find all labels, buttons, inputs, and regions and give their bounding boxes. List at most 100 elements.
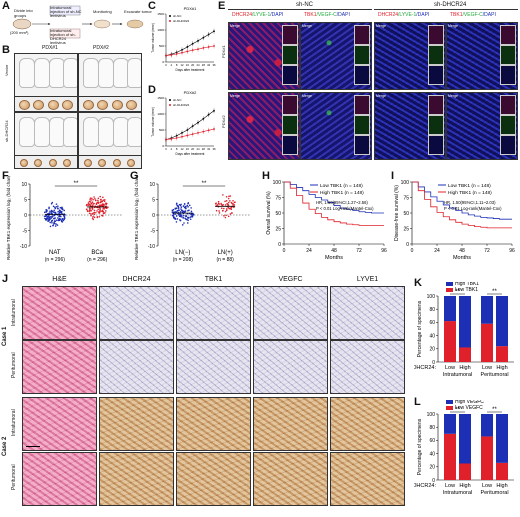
x-tick-label: 16 [186,63,190,67]
scatter-point [220,203,223,206]
y-tick-label: -10 [20,244,27,250]
x-tick-label: High [496,483,507,489]
data-point [170,138,173,140]
y-tick-label: 1000 [157,28,164,32]
x-tick-label: 28 [202,147,206,151]
panel-e-tile-r1-c2: Merge [374,92,446,160]
scatter-point [55,203,58,205]
scatter-point [223,207,225,210]
panel-label-d: D [148,84,156,96]
panel-e-col-title-part: /DAPI [416,12,430,18]
panel-b-col-2: PDX#2 [93,45,109,51]
scatter-point [54,211,57,214]
legend-label: sh-NC [173,14,182,18]
panel-e-merge-label: Merge [376,94,386,98]
x-tick-label: 20 [191,147,195,151]
data-point [186,129,189,131]
panel-b-tumors-vector-pdx2 [78,96,142,112]
scatter-point [225,200,228,202]
x-tick-label: 36 [212,147,216,151]
y-tick-label: 0 [406,242,409,248]
panel-e-merge-label: Merge [376,24,386,28]
scatter-point [188,204,191,207]
panel-e-col-title-1: TBK1/VEGF-C/DAPI [304,12,350,18]
scatter-point [59,211,62,214]
scatter-point [97,197,100,200]
scatter-point [57,205,59,207]
scale-bar [26,446,40,447]
scatter-point [181,224,184,226]
panel-a-step-4: Monitoring [93,9,112,14]
panel-e-row-pdx2: PDX#2 [221,115,226,128]
y-tick-label: 1500 [157,96,164,100]
x-tick-label: 28 [202,63,206,67]
scatter-point [90,202,93,205]
y-axis-label: Tumor volume (mm³) [151,107,155,137]
scatter-point [189,218,192,221]
scatter-point [88,210,91,212]
scatter-point [186,218,188,221]
panel-b-photo-shdhcr24-pdx2 [78,112,142,156]
x-tick-label: 72 [484,248,490,254]
x-tick-label: 8 [176,63,178,67]
panel-e-inset [500,65,516,85]
scatter-point [85,204,88,207]
scatter-point [90,213,92,215]
scatter-point [224,200,226,203]
x-prefix-label: DHCR24: [414,365,436,371]
survival-curve-0 [284,181,384,214]
panel-e-tile-r0-c3: Merge [446,22,518,90]
x-tick-label: Low [482,365,492,371]
scatter-point [87,202,90,204]
panel-j-tile-r3-c0 [22,452,97,506]
scatter-point [49,221,51,224]
scatter-point [87,203,90,206]
scatter-point [223,215,225,217]
category-label: NAT [49,250,61,256]
y-tick-label: 0 [278,242,281,248]
x-tick-label: 16 [186,147,190,151]
panel-a-step-1: Divide into groups [14,8,33,18]
panel-a-step-5: Excavate tumor [124,9,152,14]
scatter-point [175,221,178,223]
scatter-point [227,197,230,200]
scatter-point [49,225,52,228]
panel-j-tile-r3-c4 [330,452,405,506]
legend-label: sh-NC [173,98,182,102]
panel-b-tumors-shdhcr24-pdx1 [14,155,78,169]
scatter-point [50,209,53,212]
panel-e-inset [428,45,444,65]
scatter-point [53,214,56,217]
scatter-point [55,223,57,225]
bar-low-vegfc [444,433,456,480]
x-tick-label: 96 [509,248,515,254]
data-point [175,53,178,55]
scatter-point [57,218,60,221]
scatter-point [226,208,228,210]
panel-label-b: B [2,44,10,56]
scatter-point [179,213,182,216]
scatter-point [55,219,58,221]
scatter-point [100,198,102,201]
panel-e-col-title-part: /VEGF-C [316,12,337,18]
significance-label: ** [492,407,497,413]
scatter-point [61,221,64,223]
scatter-point [96,216,99,218]
scatter-point [215,209,218,212]
scatter-point [177,206,180,209]
scatter-point [92,218,95,221]
y-tick-label: 5 [24,197,27,203]
scatter-point [95,199,97,202]
scatter-point [93,216,96,219]
scatter-point [93,213,96,215]
legend-marker [169,99,171,101]
y-tick-label: 0 [432,360,435,366]
scatter-point [176,209,179,212]
x-axis-label: Days after treatment [176,152,205,156]
panel-j-tile-r2-c1 [99,397,174,451]
panel-e-inset [354,95,370,115]
scatter-point [186,204,189,207]
legend-label: Low VEGFC [455,405,483,411]
legend-label: sh-DHCR24 [173,19,190,23]
x-tick-label: 12 [180,63,184,67]
